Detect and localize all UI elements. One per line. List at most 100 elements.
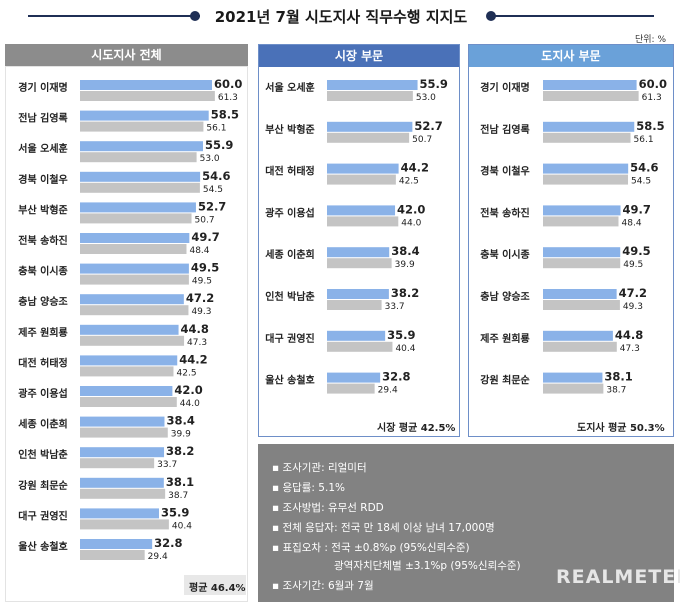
panel-all-header: 시도지사 전체 [5, 44, 248, 66]
value-label-current: 32.8 [382, 370, 410, 384]
value-label-current: 38.4 [391, 244, 419, 258]
value-label-current: 47.2 [186, 291, 214, 305]
value-label-previous: 42.5 [177, 368, 197, 378]
value-label-current: 60.0 [214, 77, 242, 91]
title-bar: 2021년 7월 시도지사 직무수행 지지도 [0, 0, 680, 32]
bar-current [80, 233, 190, 243]
value-label-current: 38.1 [604, 370, 632, 384]
category-label: 세종 이춘희 [265, 248, 314, 261]
realmeter-logo: REALMETER [556, 566, 680, 588]
value-label-current: 49.7 [623, 202, 651, 216]
value-label-previous: 49.3 [191, 307, 211, 317]
bar-current [543, 205, 621, 216]
bar-previous [80, 427, 168, 438]
panel-all-body: 경기 이재명 60.0 61.3 전남 김영록 58.5 56.1 서울 오세훈 55.9 53… [5, 66, 248, 602]
value-label-previous: 39.9 [395, 260, 415, 270]
bar-previous [327, 258, 392, 269]
bar-previous [327, 341, 393, 352]
value-label-previous: 40.4 [395, 344, 415, 354]
bar-previous [80, 335, 185, 346]
bar-previous [327, 132, 410, 143]
category-label: 광주 이용섭 [265, 206, 314, 219]
category-label: 인천 박남춘 [265, 290, 314, 303]
bar-current [327, 80, 418, 90]
bar-current [543, 163, 629, 174]
bar-previous [80, 182, 200, 193]
category-label: 충북 이시종 [18, 265, 67, 278]
bar-previous [327, 91, 413, 101]
bar-current [80, 416, 165, 427]
category-label: 강원 최문순 [480, 374, 529, 387]
category-label: 전북 송하진 [480, 206, 529, 219]
category-label: 제주 원희룡 [480, 332, 529, 345]
value-label-previous: 47.3 [620, 344, 640, 354]
bar-previous [543, 216, 619, 227]
note-margin-regional: 광역자치단체별 ±3.1%p (95%신뢰수준) [334, 560, 521, 572]
category-label: 전북 송하진 [18, 234, 67, 247]
category-label: 전남 김영록 [480, 123, 529, 136]
panel-prov-header: 도지사 부문 [469, 45, 673, 67]
bar-previous [80, 366, 174, 377]
bar-previous [543, 341, 617, 352]
category-label: 대구 권영진 [265, 332, 314, 345]
category-label: 경북 이철우 [480, 165, 529, 178]
category-label: 충북 이시종 [480, 248, 529, 261]
value-label-previous: 40.4 [172, 521, 192, 531]
value-label-current: 55.9 [420, 77, 448, 91]
bar-current [327, 247, 390, 258]
title-dot-left [190, 11, 200, 21]
bar-previous [543, 300, 620, 310]
value-label-current: 38.2 [166, 444, 194, 458]
category-label: 대전 허태정 [18, 356, 67, 369]
bar-previous [80, 121, 204, 132]
bar-current [543, 372, 603, 383]
value-label-previous: 38.7 [168, 491, 188, 501]
category-label: 경기 이재명 [18, 81, 67, 94]
bar-current [80, 110, 209, 121]
value-label-previous: 48.4 [622, 218, 642, 228]
value-label-current: 38.1 [166, 475, 194, 489]
category-label: 울산 송철호 [18, 540, 67, 553]
value-label-previous: 54.5 [631, 177, 651, 187]
value-label-previous: 50.7 [195, 215, 215, 225]
value-label-current: 44.2 [179, 352, 207, 366]
bar-previous [327, 216, 399, 227]
note-period: ▪ 조사기간: 6월과 7월 [272, 580, 374, 592]
bar-current [80, 263, 189, 274]
panel-all-governors: 시도지사 전체 경기 이재명 60.0 61.3 전남 김영록 58.5 56.1 서울 오… [5, 44, 248, 602]
bar-current [80, 294, 184, 305]
average-all-box: 평균 46.4% [184, 575, 246, 595]
value-label-current: 44.8 [181, 322, 209, 336]
value-label-current: 38.4 [166, 414, 194, 428]
unit-label: 단위: % [634, 35, 666, 45]
bar-previous [80, 550, 145, 560]
bar-previous [80, 488, 166, 499]
average-prov: 도지사 평균 50.3% [577, 423, 665, 434]
bar-current [327, 121, 413, 132]
value-label-previous: 53.0 [416, 93, 436, 103]
bar-current [543, 121, 635, 132]
bar-current [543, 330, 613, 341]
value-label-previous: 61.3 [218, 93, 238, 103]
category-label: 서울 오세훈 [265, 81, 314, 94]
value-label-current: 49.5 [622, 244, 650, 258]
value-label-previous: 29.4 [378, 386, 398, 396]
category-label: 울산 송철호 [265, 374, 314, 387]
average-city: 시장 평균 42.5% [377, 423, 456, 434]
bar-current [80, 324, 179, 335]
bar-current [327, 330, 386, 341]
category-label: 인천 박남춘 [18, 448, 67, 461]
value-label-current: 54.6 [202, 169, 230, 183]
bar-previous [80, 519, 169, 530]
note-method: ▪ 조사방법: 유무선 RDD [272, 502, 384, 514]
value-label-previous: 49.5 [192, 277, 212, 287]
chart-prov: 경기 이재명 60.0 61.3 전남 김영록 58.5 56.1 경북 이철우 54.6 54… [480, 77, 667, 396]
value-label-current: 54.6 [630, 161, 658, 175]
value-label-previous: 49.5 [623, 260, 643, 270]
panel-city-header: 시장 부문 [259, 45, 459, 67]
bar-current [327, 163, 399, 174]
value-label-current: 47.2 [619, 286, 647, 300]
bar-current [80, 80, 212, 90]
value-label-current: 52.7 [414, 119, 442, 133]
value-label-current: 55.9 [205, 138, 233, 152]
